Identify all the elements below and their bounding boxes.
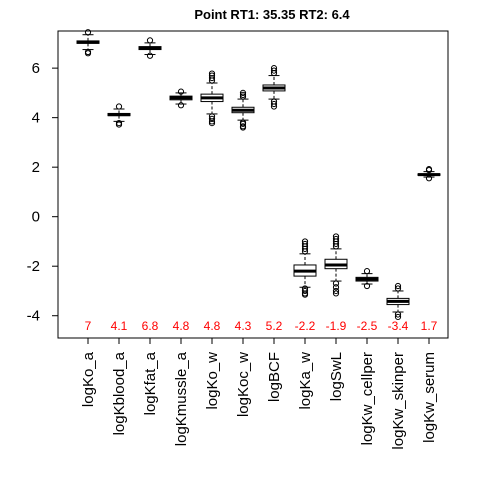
y-tick-label: 4 bbox=[32, 110, 40, 127]
outlier-point bbox=[394, 285, 402, 292]
outlier-point bbox=[270, 100, 278, 108]
median-value-label: 6.8 bbox=[142, 319, 159, 333]
y-axis: -4 -2 0 2 4 6 bbox=[27, 60, 58, 325]
box-logKw_skinper bbox=[386, 282, 410, 321]
box-logKo_w bbox=[200, 70, 224, 127]
x-tick-label: logKw_serum bbox=[421, 352, 438, 443]
x-tick-label: logKo_a bbox=[80, 351, 97, 407]
outlier-point bbox=[332, 284, 340, 291]
x-tick-label: logSwL bbox=[328, 352, 345, 401]
x-tick-label: logKw_cellper bbox=[359, 352, 376, 445]
outlier-point bbox=[84, 29, 92, 36]
median-value-label: 5.2 bbox=[266, 319, 283, 333]
outlier-point bbox=[115, 103, 123, 110]
outlier-point bbox=[208, 115, 216, 122]
box-logBCF bbox=[262, 65, 286, 110]
outlier-point bbox=[270, 65, 278, 72]
y-tick-label: -2 bbox=[27, 258, 40, 275]
outlier-point bbox=[239, 124, 247, 131]
outlier-point bbox=[301, 287, 309, 295]
outlier-point bbox=[332, 287, 340, 295]
median-value-label: 4.8 bbox=[204, 319, 221, 333]
x-tick-label: logBCF bbox=[266, 352, 283, 402]
outlier-point bbox=[270, 67, 278, 74]
outlier-point bbox=[146, 52, 154, 59]
outlier-point bbox=[239, 120, 247, 127]
median-value-label: -3.4 bbox=[388, 319, 409, 333]
box-logKw_serum bbox=[417, 166, 441, 182]
outlier-point bbox=[146, 37, 154, 44]
outlier-point bbox=[208, 74, 216, 82]
box-logKmussle_a bbox=[169, 88, 193, 109]
outlier-point bbox=[301, 240, 309, 248]
x-tick-label: logKw_skinper bbox=[390, 352, 407, 450]
outlier-point bbox=[239, 89, 247, 96]
outlier-point bbox=[84, 50, 92, 57]
outlier-point bbox=[394, 311, 402, 318]
outlier-point bbox=[239, 93, 247, 100]
outlier-point bbox=[394, 313, 402, 321]
outlier-point bbox=[301, 238, 309, 245]
plot-frame bbox=[57, 30, 449, 339]
outlier-point bbox=[301, 291, 309, 298]
x-tick-label: logKo_w bbox=[204, 352, 221, 410]
median-labels: 7 4.1 6.8 4.8 4.8 4.3 5.2 -2.2 -1.9 -2.5 -3.4 1.7 bbox=[85, 319, 438, 333]
outlier-point bbox=[425, 166, 433, 173]
outlier-point bbox=[363, 268, 371, 275]
x-tick-label: logKblood_a bbox=[111, 351, 128, 435]
outlier-point bbox=[208, 120, 216, 127]
y-tick-label: -4 bbox=[27, 308, 40, 325]
outlier-point bbox=[115, 121, 123, 128]
outlier-point bbox=[332, 290, 340, 297]
box-series bbox=[76, 29, 441, 321]
x-tick-label: logKfat_a bbox=[142, 351, 159, 415]
outlier-point bbox=[208, 118, 216, 125]
outlier-point bbox=[332, 233, 340, 240]
outlier-point bbox=[239, 91, 247, 98]
box-logSwL bbox=[324, 233, 348, 297]
outlier-point bbox=[332, 235, 340, 243]
median-value-label: 4.1 bbox=[111, 319, 128, 333]
y-tick-label: 2 bbox=[32, 159, 40, 176]
x-tick-label: logKoc_w bbox=[235, 352, 252, 417]
median-value-label: -2.5 bbox=[357, 319, 378, 333]
median-value-label: -1.9 bbox=[326, 319, 347, 333]
median-value-label: 4.8 bbox=[173, 319, 190, 333]
box-logKa_w bbox=[293, 238, 317, 298]
x-tick-label: logKmussle_a bbox=[173, 351, 190, 446]
outlier-point bbox=[394, 282, 402, 290]
median-value-label: -2.2 bbox=[295, 319, 316, 333]
x-tick-label: logKa_w bbox=[297, 352, 314, 410]
median-value-label: 7 bbox=[85, 319, 92, 333]
median-value-label: 4.3 bbox=[235, 319, 252, 333]
box-logKo_a bbox=[76, 29, 100, 57]
x-axis: logKo_a logKblood_a logKfat_a logKmussle_a l… bbox=[80, 338, 438, 450]
y-tick-label: 6 bbox=[32, 60, 40, 77]
outlier-point bbox=[208, 70, 216, 77]
median-value-label: 1.7 bbox=[421, 319, 438, 333]
outlier-point bbox=[425, 175, 433, 182]
chart-title: Point RT1: 35.35 RT2: 6.4 bbox=[194, 7, 350, 22]
outlier-point bbox=[177, 102, 185, 109]
box-logKblood_a bbox=[107, 103, 131, 128]
outlier-point bbox=[177, 88, 185, 95]
outlier-point bbox=[332, 280, 340, 287]
box-logKfat_a bbox=[138, 37, 162, 59]
box-logKw_cellper bbox=[355, 268, 379, 290]
outlier-point bbox=[363, 282, 371, 290]
outlier-point bbox=[208, 72, 216, 79]
y-tick-label: 0 bbox=[32, 209, 40, 226]
outlier-point bbox=[270, 103, 278, 110]
box-logKoc_w bbox=[231, 89, 255, 131]
